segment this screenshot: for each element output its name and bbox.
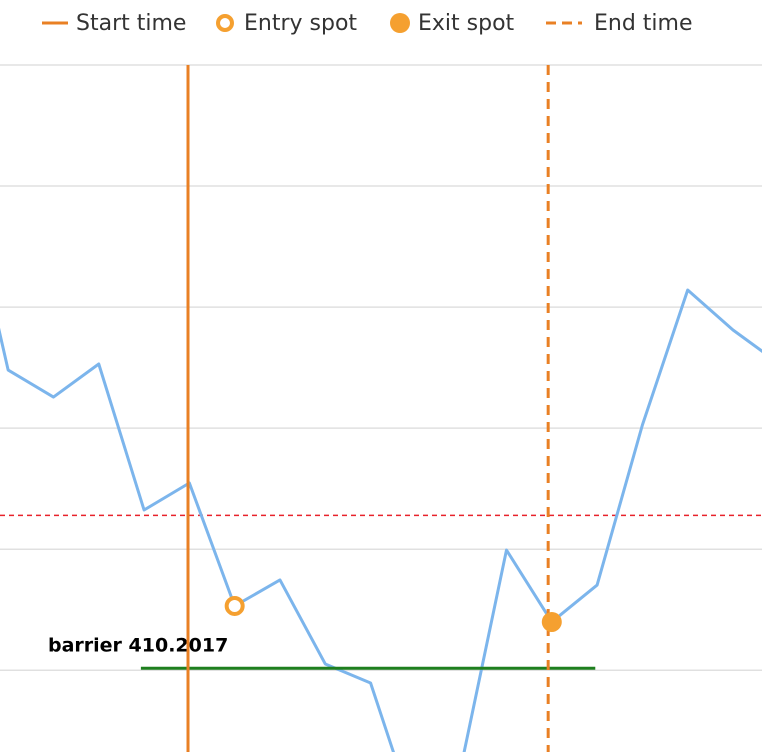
barrier-label: barrier 410.2017 — [48, 635, 228, 657]
legend-symbol — [216, 14, 234, 32]
legend-label: Exit spot — [418, 11, 515, 36]
spot-line — [0, 288, 762, 752]
entry-spot — [224, 595, 245, 616]
exit-spot — [541, 611, 562, 632]
legend-symbol — [390, 13, 410, 33]
legend-label: End time — [594, 11, 693, 36]
legend-label: Start time — [76, 11, 186, 36]
legend-label: Entry spot — [244, 11, 357, 36]
